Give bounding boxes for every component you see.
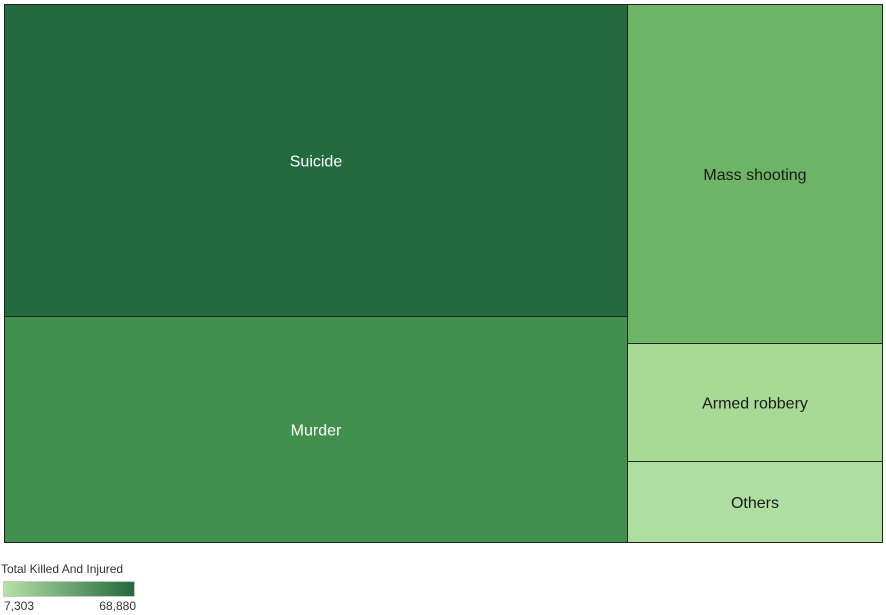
legend-min-label: 7,303 xyxy=(4,599,35,613)
treemap-chart: Suicide Murder Mass shooting Armed robbery O… xyxy=(4,4,883,543)
treemap-label-mass-shooting: Mass shooting xyxy=(703,167,806,184)
treemap-label-murder: Murder xyxy=(291,423,342,440)
legend-max-label: 68,880 xyxy=(99,599,136,613)
legend-gradient-bar xyxy=(3,581,135,597)
legend-title: Total Killed And Injured xyxy=(1,562,124,576)
treemap-cell-suicide xyxy=(4,4,628,317)
treemap-cell-murder xyxy=(4,316,628,543)
treemap-cell-others xyxy=(627,461,883,543)
color-legend: Total Killed And Injured 7,303 68,880 xyxy=(0,562,200,614)
treemap-label-armed-robbery: Armed robbery xyxy=(702,396,808,413)
treemap-label-suicide: Suicide xyxy=(290,154,343,171)
treemap-cell-armed-robbery xyxy=(627,343,883,462)
treemap-cell-mass-shooting xyxy=(627,4,883,344)
treemap-label-others: Others xyxy=(731,495,779,512)
